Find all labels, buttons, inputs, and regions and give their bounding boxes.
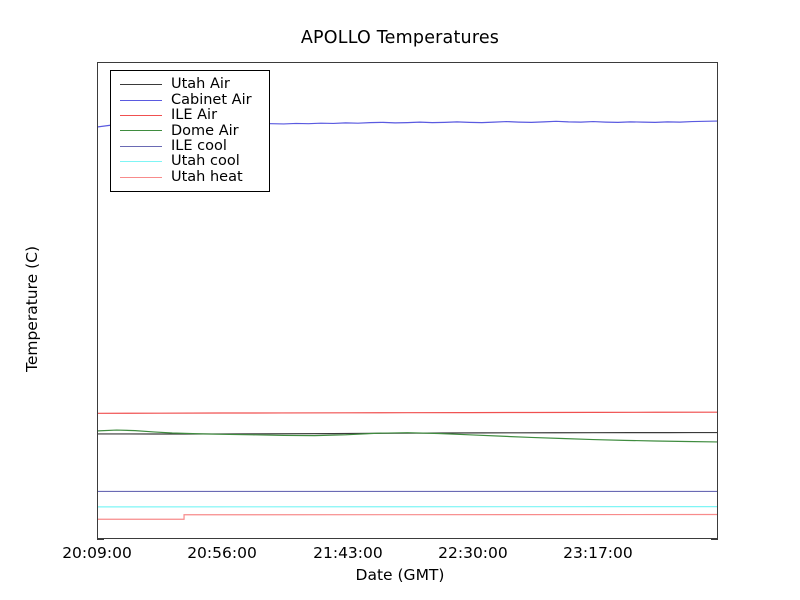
legend-swatch-icon	[120, 84, 162, 86]
legend-label: Utah Air	[171, 76, 230, 93]
legend-item-ile-air[interactable]: ILE Air	[111, 108, 269, 123]
plot-area	[97, 62, 718, 539]
x-tick-label: 20:09:00	[62, 544, 132, 562]
y-axis-label: Temperature (C)	[23, 245, 41, 373]
legend-label: Utah heat	[171, 168, 243, 185]
x-tick-label: 21:43:00	[313, 544, 383, 562]
series-line-dome-air	[98, 430, 717, 442]
legend-label: ILE cool	[171, 138, 227, 154]
legend-item-ile-cool[interactable]: ILE cool	[111, 139, 269, 154]
legend-item-dome-air[interactable]: Dome Air	[111, 123, 269, 138]
y-tick-mark-right	[711, 539, 718, 540]
chart-title: APOLLO Temperatures	[300, 28, 500, 48]
legend-swatch-icon	[120, 99, 162, 101]
legend-swatch-icon	[120, 145, 162, 147]
series-line-ile-air	[98, 412, 717, 413]
x-tick-label: 20:56:00	[187, 544, 257, 562]
x-axis-label: Date (GMT)	[355, 566, 445, 584]
legend-item-utah-heat[interactable]: Utah heat	[111, 169, 269, 184]
y-tick-mark	[97, 539, 104, 540]
legend-label: Cabinet Air	[171, 91, 252, 108]
legend-swatch-icon	[120, 114, 162, 116]
legend-swatch-icon	[120, 176, 162, 178]
legend-label: Utah cool	[171, 153, 240, 170]
legend-swatch-icon	[120, 130, 162, 132]
legend-swatch-icon	[120, 161, 162, 163]
legend-item-utah-air[interactable]: Utah Air	[111, 77, 269, 92]
legend-label: Dome Air	[171, 122, 239, 139]
series-line-utah-heat	[98, 515, 717, 520]
legend-item-utah-cool[interactable]: Utah cool	[111, 154, 269, 169]
legend-label: ILE Air	[171, 107, 218, 124]
x-tick-label: 23:17:00	[563, 544, 633, 562]
legend-item-cabinet-air[interactable]: Cabinet Air	[111, 92, 269, 107]
series-lines	[98, 63, 717, 538]
legend-box: Utah Air Cabinet Air ILE Air Dome Air ILE co…	[110, 70, 270, 192]
x-tick-label: 22:30:00	[438, 544, 508, 562]
